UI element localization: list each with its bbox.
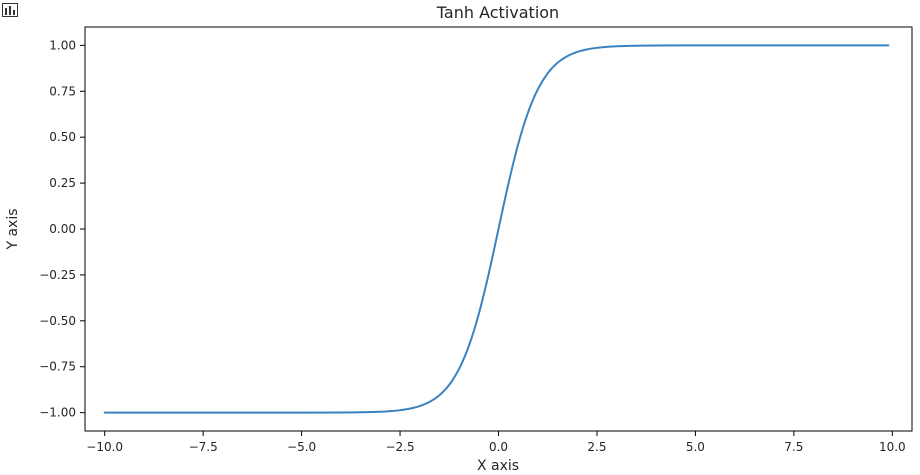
x-tick-label: 5.0: [686, 440, 705, 454]
x-axis-ticks: −10.0 −7.5 −5.0 −2.5 0.0 2.5 5.0 7.5 10.0: [86, 431, 906, 454]
y-tick-label: 0.25: [49, 176, 76, 190]
y-tick-label: −0.50: [39, 314, 76, 328]
y-axis-ticks: 1.00 0.75 0.50 0.25 0.00 −0.25 −0.50 −0.75 −1.00: [39, 38, 85, 420]
chart-title: Tanh Activation: [436, 3, 559, 22]
y-tick-label: 0.50: [49, 130, 76, 144]
y-tick-label: −0.25: [39, 268, 76, 282]
chart-icon: [2, 2, 18, 17]
tanh-line: [103, 44, 890, 414]
x-tick-label: 0.0: [489, 440, 508, 454]
y-tick-label: −0.75: [39, 360, 76, 374]
y-tick-label: 0.75: [49, 84, 76, 98]
y-tick-label: 0.00: [49, 222, 76, 236]
x-tick-label: −10.0: [86, 440, 123, 454]
y-tick-label: 1.00: [49, 38, 76, 52]
x-tick-label: 10.0: [879, 440, 906, 454]
x-tick-label: −7.5: [189, 440, 218, 454]
x-tick-label: −5.0: [287, 440, 316, 454]
x-tick-label: −2.5: [385, 440, 414, 454]
x-tick-label: 2.5: [587, 440, 606, 454]
x-tick-label: 7.5: [784, 440, 803, 454]
y-tick-label: −1.00: [39, 406, 76, 420]
x-axis-label: X axis: [477, 458, 519, 474]
y-axis-label: Y axis: [5, 208, 21, 250]
